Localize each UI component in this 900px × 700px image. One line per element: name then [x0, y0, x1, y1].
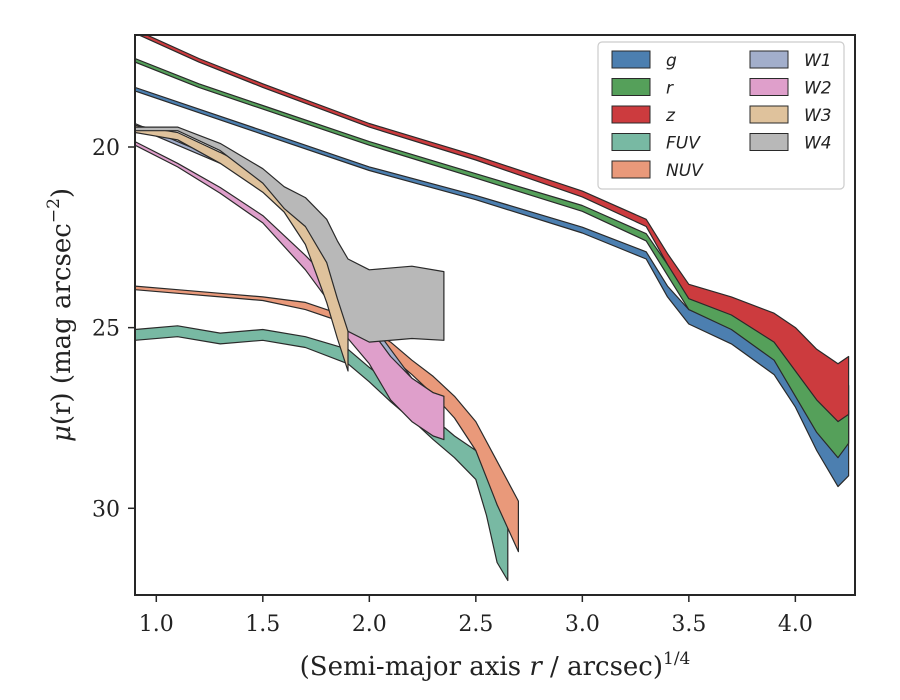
legend-label-w1: W1	[804, 51, 832, 71]
legend-swatch-w4	[749, 133, 789, 151]
legend-swatch-z	[611, 105, 651, 124]
band-g	[135, 86, 850, 488]
legend-swatch-fuv	[611, 133, 651, 151]
legend: grz FUV NUV W1 W2 W3 W4	[597, 41, 845, 190]
plot-frame	[134, 34, 856, 596]
x-tick-label: 3.0	[565, 612, 600, 637]
band-r	[135, 57, 850, 459]
x-tick-label: 1.0	[139, 612, 174, 637]
legend-label-w3: W3	[804, 106, 832, 126]
y-tick-label: 20	[92, 136, 120, 161]
legend-label-r: r	[666, 79, 674, 99]
x-axis-title: (Semi-major axis r / arcsec)1/4	[300, 649, 691, 682]
legend-label-g: g	[666, 51, 677, 71]
x-tick-label: 2.0	[352, 612, 387, 637]
band-w2	[135, 141, 445, 441]
band-z	[137, 35, 850, 423]
legend-label-z: z	[665, 106, 676, 126]
legend-label-nuv: NUV	[666, 161, 704, 181]
x-tick-label: 2.5	[458, 612, 493, 637]
x-tick-label: 1.5	[245, 612, 280, 637]
y-axis: 20 25 30	[92, 136, 135, 522]
legend-label-w2: W2	[804, 79, 832, 99]
x-tick-label: 3.5	[671, 612, 706, 637]
x-axis: 1.0 1.5 2.0 2.5 3.0 3.5 4.0	[139, 595, 813, 637]
band-w4	[135, 126, 445, 343]
legend-swatch-r	[611, 78, 651, 96]
legend-label-fuv: FUV	[666, 134, 701, 154]
legend-swatch-w2	[749, 78, 789, 96]
y-tick-label: 25	[92, 317, 120, 342]
y-tick-label: 30	[92, 497, 120, 522]
plot-area	[135, 35, 850, 582]
legend-swatch-w1	[749, 50, 789, 69]
legend-swatch-nuv	[611, 160, 651, 179]
legend-swatch-g	[611, 50, 651, 69]
x-tick-label: 4.0	[778, 612, 813, 637]
legend-label-w4: W4	[804, 134, 832, 154]
y-axis-title: μ(r) (mag arcsec−2)	[44, 188, 77, 442]
legend-swatch-w3	[749, 105, 789, 124]
